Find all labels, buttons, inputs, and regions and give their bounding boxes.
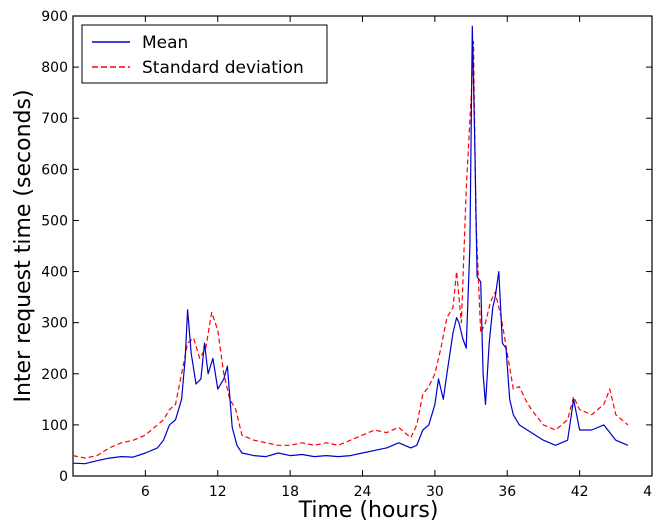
y-tick-label: 100 bbox=[41, 418, 68, 434]
y-tick-label: 900 bbox=[41, 9, 68, 25]
y-tick-label: 0 bbox=[59, 469, 68, 485]
x-tick-label: 18 bbox=[281, 484, 299, 500]
y-tick-label: 700 bbox=[41, 111, 68, 127]
y-axis-label: Inter request time (seconds) bbox=[11, 89, 36, 402]
x-tick-label: 36 bbox=[498, 484, 516, 500]
x-tick-label: 12 bbox=[209, 484, 227, 500]
y-tick-label: 200 bbox=[41, 367, 68, 383]
legend-label: Standard deviation bbox=[142, 58, 304, 78]
x-tick-label: 42 bbox=[571, 484, 589, 500]
y-tick-label: 400 bbox=[41, 265, 68, 281]
plot-frame bbox=[72, 15, 653, 477]
x-tick-label: 24 bbox=[354, 484, 372, 500]
x-axis-label: Time (hours) bbox=[298, 498, 439, 521]
x-tick-label: 30 bbox=[426, 484, 444, 500]
legend-label: Mean bbox=[142, 33, 188, 53]
y-tick-label: 600 bbox=[41, 162, 68, 178]
series-line-mean bbox=[72, 25, 629, 465]
legend-box bbox=[81, 24, 328, 84]
x-tick-label: 48 bbox=[643, 484, 653, 500]
y-tick-label: 500 bbox=[41, 213, 68, 229]
x-tick-label: 6 bbox=[141, 484, 150, 500]
series-line-standard-deviation bbox=[72, 41, 629, 459]
y-tick-label: 300 bbox=[41, 316, 68, 332]
y-tick-label: 800 bbox=[41, 60, 68, 76]
